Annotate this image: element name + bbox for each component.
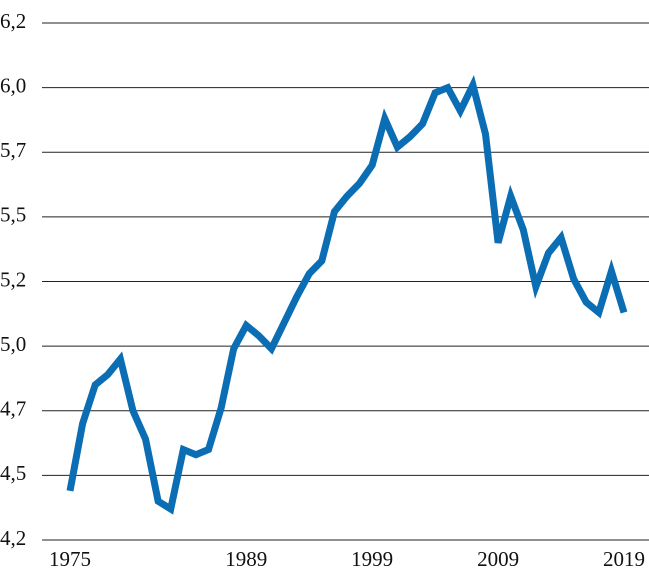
y-tick-label: 6,2 [0,9,26,33]
y-tick-label: 5,0 [0,332,26,356]
y-tick-label: 5,2 [0,267,26,291]
y-tick-label: 6,0 [0,73,26,97]
data-line [66,74,628,515]
y-tick-label: 5,5 [0,203,26,227]
y-tick-label: 5,7 [0,138,26,162]
x-tick-label: 2009 [477,547,519,571]
y-tick-label: 4,7 [0,397,26,421]
x-tick-label: 1989 [225,547,267,571]
x-tick-label: 1999 [351,547,393,571]
y-tick-label: 4,2 [0,526,26,550]
x-tick-label: 2019 [603,547,645,571]
x-tick-label: 1975 [49,547,91,571]
y-tick-label: 4,5 [0,461,26,485]
